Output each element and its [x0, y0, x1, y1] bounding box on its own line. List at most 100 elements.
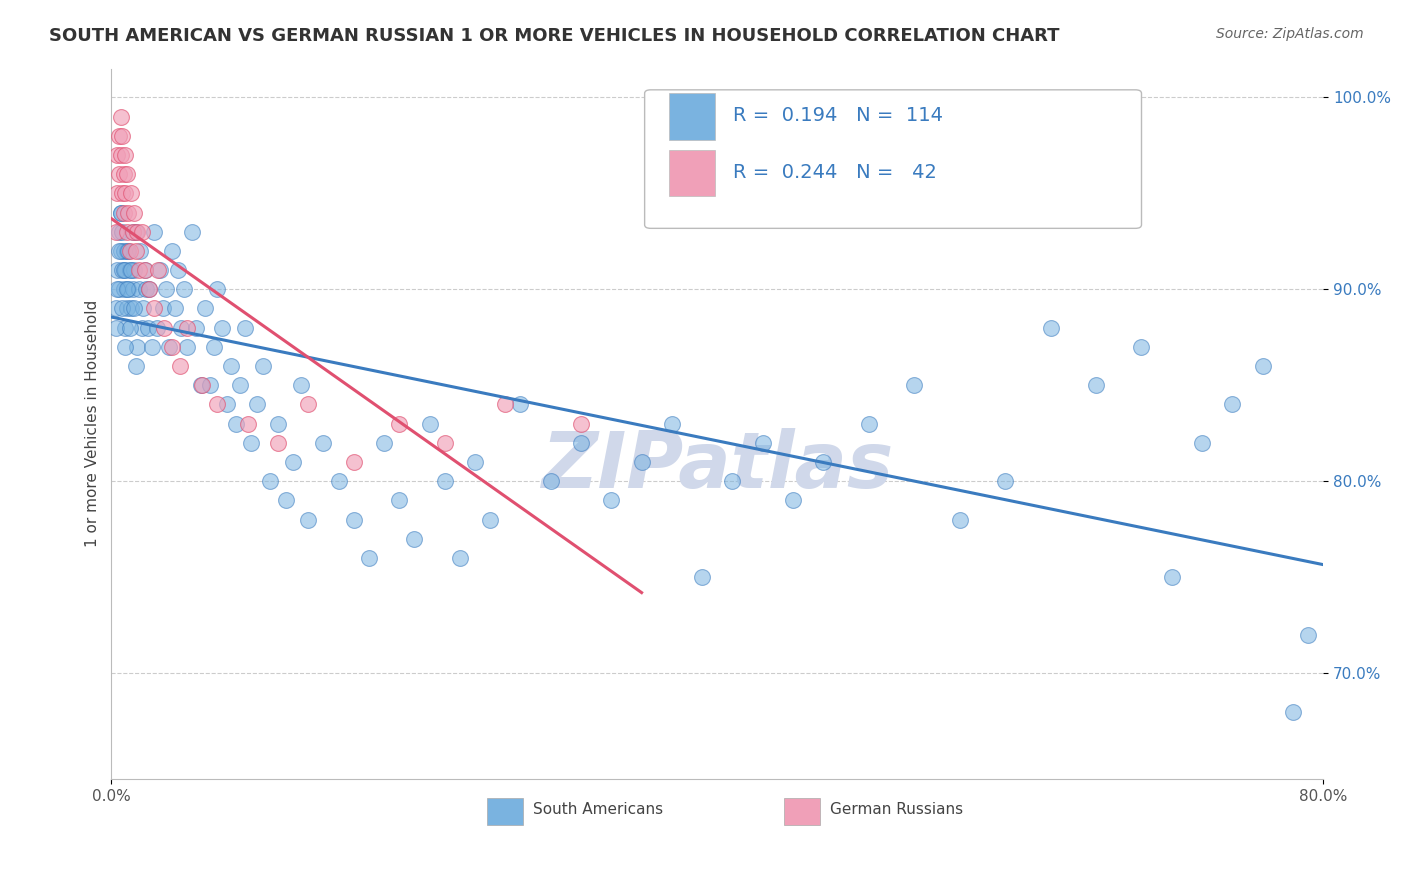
- Point: [153, 320, 176, 334]
- Point: [236, 417, 259, 431]
- Text: Source: ZipAtlas.com: Source: ZipAtlas.com: [1216, 27, 1364, 41]
- Point: [211, 320, 233, 334]
- Point: [142, 225, 165, 239]
- Point: [297, 513, 319, 527]
- Point: [107, 263, 129, 277]
- Text: R =  0.244   N =   42: R = 0.244 N = 42: [733, 163, 936, 182]
- Point: [1039, 320, 1062, 334]
- Point: [127, 225, 149, 239]
- Point: [111, 186, 134, 201]
- Point: [994, 475, 1017, 489]
- Point: [142, 301, 165, 316]
- Point: [118, 244, 141, 258]
- Point: [134, 263, 156, 277]
- Point: [239, 435, 262, 450]
- Point: [129, 244, 152, 258]
- Point: [180, 225, 202, 239]
- Point: [120, 186, 142, 201]
- Point: [509, 397, 531, 411]
- Point: [121, 225, 143, 239]
- Text: ZIPatlas: ZIPatlas: [541, 428, 893, 504]
- Point: [134, 263, 156, 277]
- Point: [170, 320, 193, 334]
- Point: [418, 417, 440, 431]
- Point: [267, 417, 290, 431]
- FancyBboxPatch shape: [669, 150, 714, 196]
- Point: [157, 340, 180, 354]
- Point: [176, 340, 198, 354]
- Point: [107, 186, 129, 201]
- Point: [155, 282, 177, 296]
- Point: [357, 551, 380, 566]
- Point: [290, 378, 312, 392]
- Point: [630, 455, 652, 469]
- Point: [343, 513, 366, 527]
- Point: [117, 205, 139, 219]
- Point: [107, 148, 129, 162]
- Point: [569, 417, 592, 431]
- Point: [198, 378, 221, 392]
- Point: [132, 301, 155, 316]
- Point: [110, 148, 132, 162]
- FancyBboxPatch shape: [644, 90, 1142, 228]
- Point: [1296, 628, 1319, 642]
- Point: [131, 320, 153, 334]
- Point: [135, 282, 157, 296]
- Point: [373, 435, 395, 450]
- Point: [127, 340, 149, 354]
- Point: [1130, 340, 1153, 354]
- Point: [949, 513, 972, 527]
- Point: [122, 301, 145, 316]
- Point: [233, 320, 256, 334]
- Point: [112, 263, 135, 277]
- Point: [124, 359, 146, 373]
- Point: [108, 225, 131, 239]
- Point: [449, 551, 471, 566]
- Point: [122, 205, 145, 219]
- Point: [118, 263, 141, 277]
- Point: [343, 455, 366, 469]
- Point: [404, 532, 426, 546]
- FancyBboxPatch shape: [669, 94, 714, 139]
- Point: [388, 493, 411, 508]
- Point: [752, 435, 775, 450]
- Point: [433, 475, 456, 489]
- Point: [108, 282, 131, 296]
- Point: [1085, 378, 1108, 392]
- Point: [110, 205, 132, 219]
- Point: [122, 263, 145, 277]
- Point: [274, 493, 297, 508]
- Point: [267, 435, 290, 450]
- Point: [110, 244, 132, 258]
- Point: [464, 455, 486, 469]
- Point: [128, 282, 150, 296]
- Text: German Russians: German Russians: [830, 802, 963, 817]
- Point: [111, 301, 134, 316]
- Point: [118, 320, 141, 334]
- Point: [494, 397, 516, 411]
- Point: [160, 244, 183, 258]
- Point: [111, 225, 134, 239]
- Point: [1251, 359, 1274, 373]
- Point: [569, 435, 592, 450]
- Point: [219, 359, 242, 373]
- Point: [124, 225, 146, 239]
- Point: [721, 475, 744, 489]
- Point: [169, 359, 191, 373]
- Point: [661, 417, 683, 431]
- Point: [110, 110, 132, 124]
- Point: [107, 282, 129, 296]
- Point: [136, 320, 159, 334]
- FancyBboxPatch shape: [785, 798, 820, 825]
- Point: [207, 397, 229, 411]
- Point: [114, 263, 136, 277]
- Point: [204, 340, 226, 354]
- Point: [858, 417, 880, 431]
- FancyBboxPatch shape: [486, 798, 523, 825]
- Point: [112, 244, 135, 258]
- Point: [283, 455, 305, 469]
- Point: [782, 493, 804, 508]
- Point: [540, 475, 562, 489]
- Point: [479, 513, 502, 527]
- Point: [190, 378, 212, 392]
